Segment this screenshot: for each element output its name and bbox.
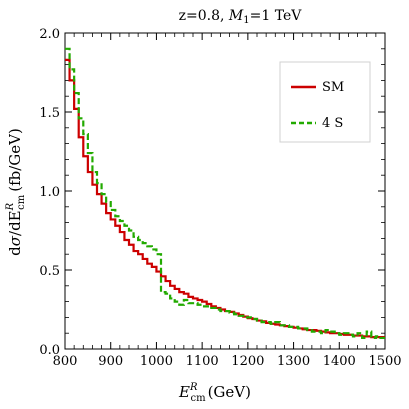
y-tick-label-0: 0.0 — [39, 343, 60, 358]
title-prefix: z=0.8, — [179, 8, 229, 24]
xlabel-sup: R — [189, 382, 198, 393]
x-tick-label-5: 1300 — [277, 354, 310, 369]
title-var: M — [228, 8, 244, 24]
chart-title: z=0.8, M1=1 TeV — [179, 8, 303, 26]
ylabel-mid: /dE — [6, 210, 24, 236]
y-tick-label-2: 1.0 — [39, 185, 60, 200]
x-tick-label-0: 800 — [53, 354, 78, 369]
ylabel-prefix: d — [6, 246, 24, 256]
legend-label-sm: SM — [322, 80, 344, 95]
ylabel-sigma: σ — [6, 235, 24, 246]
x-tick-label-3: 1100 — [186, 354, 219, 369]
x-tick-label-7: 1500 — [368, 354, 401, 369]
legend-box — [279, 61, 371, 143]
x-tick-label-2: 1000 — [140, 354, 173, 369]
y-tick-label-4: 2.0 — [39, 27, 60, 42]
y-tick-label-1: 0.5 — [39, 264, 60, 279]
x-tick-label-6: 1400 — [323, 354, 356, 369]
title-sub: 1 — [243, 15, 249, 26]
x-tick-label-1: 900 — [98, 354, 123, 369]
ylabel-suffix: (fb/GeV) — [6, 128, 24, 192]
title-suffix: =1 TeV — [250, 8, 303, 24]
ticks-layer: 800 900 1000 1100 1200 1300 1400 1500 0.0 0.5 1.0 1… — [39, 27, 401, 369]
x-axis-label: ER cm (GeV) — [178, 382, 251, 404]
x-tick-label-4: 1200 — [231, 354, 264, 369]
ylabel-sub: cm — [16, 194, 27, 210]
series-4s-line — [65, 47, 385, 340]
legend: SM 4 S — [279, 61, 371, 143]
xlabel-sub: cm — [190, 393, 206, 404]
y-axis-label: dσ/dERcm (fb/GeV) — [5, 128, 27, 256]
xlabel-suffix: (GeV) — [208, 383, 251, 401]
ylabel-sup: R — [5, 202, 16, 211]
series-layer — [65, 47, 385, 340]
xlabel-var: E — [178, 383, 190, 401]
legend-label-4s: 4 S — [322, 116, 343, 131]
y-tick-label-3: 1.5 — [39, 106, 60, 121]
